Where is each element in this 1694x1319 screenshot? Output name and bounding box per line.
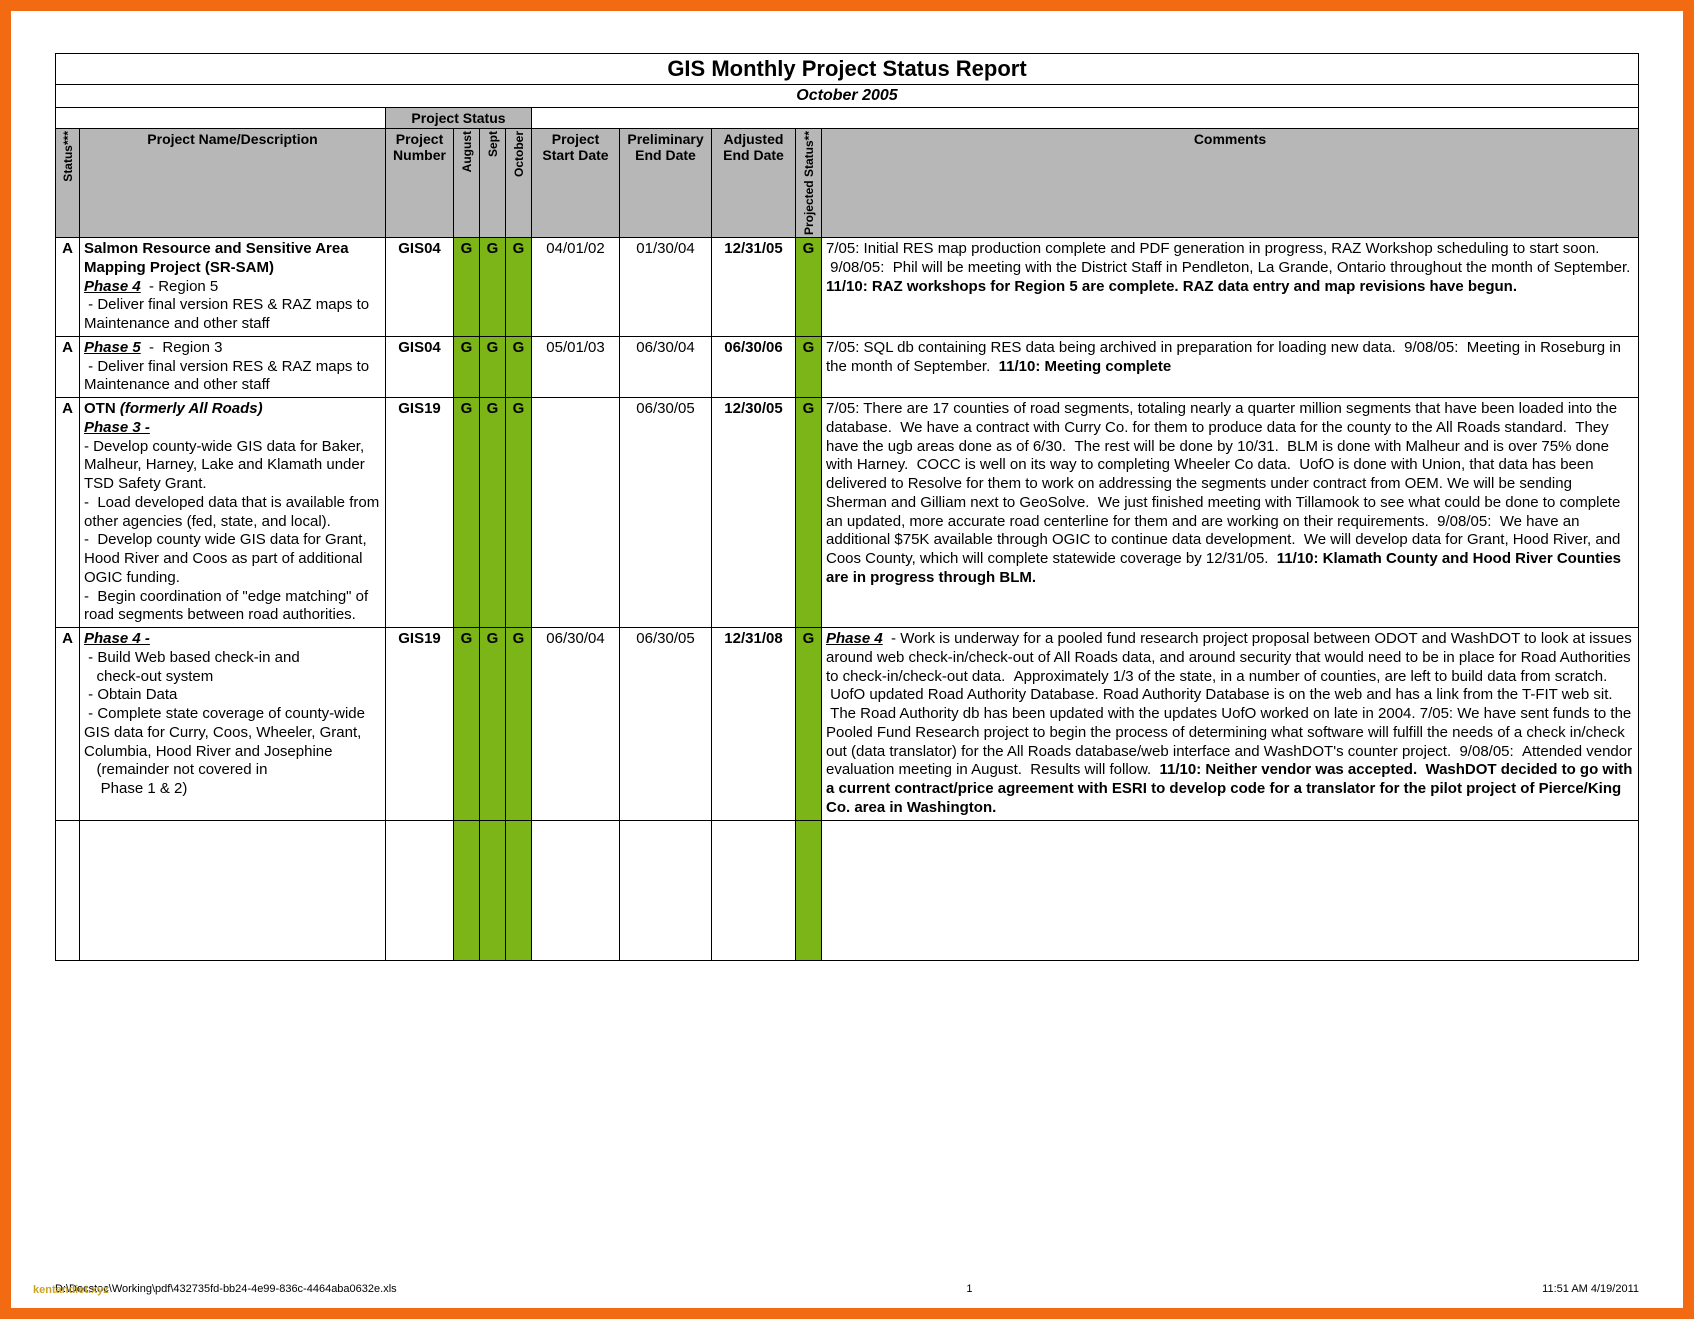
cell-month-status: G xyxy=(506,238,532,337)
table-row: ASalmon Resource and Sensitive Area Mapp… xyxy=(56,238,1639,337)
cell-projected-status: G xyxy=(796,628,822,821)
col-project-number: Project Number xyxy=(386,129,454,238)
report-page: GIS Monthly Project Status Report Octobe… xyxy=(55,53,1639,961)
cell-month-status: G xyxy=(454,336,480,397)
cell-adjusted-end: 12/30/05 xyxy=(712,398,796,628)
page-footer: D:\Docstoc\Working\pdf\432735fd-bb24-4e9… xyxy=(55,1283,1639,1295)
col-status: Status*** xyxy=(56,129,80,238)
col-name-desc: Project Name/Description xyxy=(80,129,386,238)
footer-timestamp: 11:51 AM 4/19/2011 xyxy=(1542,1283,1639,1295)
cell-start-date: 04/01/02 xyxy=(532,238,620,337)
title-row: GIS Monthly Project Status Report xyxy=(56,54,1639,85)
cell-start-date: 06/30/04 xyxy=(532,628,620,821)
table-row: APhase 5 - Region 3 - Deliver final vers… xyxy=(56,336,1639,397)
cell-status: A xyxy=(56,238,80,337)
group-header-row: Project Status xyxy=(56,108,1639,129)
col-projected-status: Projected Status** xyxy=(796,129,822,238)
footer-page: 1 xyxy=(397,1283,1543,1295)
cell-project-number: GIS19 xyxy=(386,398,454,628)
cell-status: A xyxy=(56,398,80,628)
spacer-g xyxy=(796,820,822,960)
cell-month-status: G xyxy=(454,628,480,821)
page-frame: GIS Monthly Project Status Report Octobe… xyxy=(0,0,1694,1319)
spacer-row xyxy=(56,820,1639,960)
cell-month-status: G xyxy=(454,238,480,337)
cell-comments: 7/05: There are 17 counties of road segm… xyxy=(822,398,1639,628)
cell-comments: Phase 4 - Work is underway for a pooled … xyxy=(822,628,1639,821)
table-row: AOTN (formerly All Roads)Phase 3 -- Deve… xyxy=(56,398,1639,628)
period-row: October 2005 xyxy=(56,85,1639,108)
cell-prelim-end: 06/30/05 xyxy=(620,398,712,628)
blank-cell xyxy=(532,108,1639,129)
cell-adjusted-end: 12/31/08 xyxy=(712,628,796,821)
cell-month-status: G xyxy=(480,238,506,337)
col-month-aug: August xyxy=(454,129,480,238)
cell-comments: 7/05: Initial RES map production complet… xyxy=(822,238,1639,337)
cell-adjusted-end: 12/31/05 xyxy=(712,238,796,337)
cell-description: Phase 4 - - Build Web based check-in and… xyxy=(80,628,386,821)
cell-project-number: GIS04 xyxy=(386,238,454,337)
spacer-g xyxy=(480,820,506,960)
cell-prelim-end: 06/30/04 xyxy=(620,336,712,397)
column-header-row: Status*** Project Name/Description Proje… xyxy=(56,129,1639,238)
cell-month-status: G xyxy=(506,336,532,397)
report-period: October 2005 xyxy=(56,85,1639,108)
cell-description: Salmon Resource and Sensitive Area Mappi… xyxy=(80,238,386,337)
col-month-sept: Sept xyxy=(480,129,506,238)
cell-month-status: G xyxy=(506,628,532,821)
spacer-g xyxy=(454,820,480,960)
cell-adjusted-end: 06/30/06 xyxy=(712,336,796,397)
cell-month-status: G xyxy=(480,336,506,397)
cell-description: OTN (formerly All Roads)Phase 3 -- Devel… xyxy=(80,398,386,628)
col-adjusted-end: Adjusted End Date xyxy=(712,129,796,238)
project-status-group: Project Status xyxy=(386,108,532,129)
col-comments: Comments xyxy=(822,129,1639,238)
cell-status: A xyxy=(56,628,80,821)
cell-project-number: GIS04 xyxy=(386,336,454,397)
cell-prelim-end: 01/30/04 xyxy=(620,238,712,337)
cell-prelim-end: 06/30/05 xyxy=(620,628,712,821)
cell-month-status: G xyxy=(454,398,480,628)
status-report-table: GIS Monthly Project Status Report Octobe… xyxy=(55,53,1639,961)
cell-start-date xyxy=(532,398,620,628)
col-prelim-end: Preliminary End Date xyxy=(620,129,712,238)
cell-project-number: GIS19 xyxy=(386,628,454,821)
cell-projected-status: G xyxy=(796,238,822,337)
report-title: GIS Monthly Project Status Report xyxy=(56,54,1639,85)
table-row: APhase 4 - - Build Web based check-in an… xyxy=(56,628,1639,821)
spacer-g xyxy=(506,820,532,960)
cell-start-date: 05/01/03 xyxy=(532,336,620,397)
col-month-oct: October xyxy=(506,129,532,238)
blank-cell xyxy=(56,108,386,129)
watermark: kentandiet.xyz xyxy=(33,1284,109,1296)
cell-month-status: G xyxy=(480,628,506,821)
cell-projected-status: G xyxy=(796,398,822,628)
cell-comments: 7/05: SQL db containing RES data being a… xyxy=(822,336,1639,397)
cell-status: A xyxy=(56,336,80,397)
cell-projected-status: G xyxy=(796,336,822,397)
cell-month-status: G xyxy=(506,398,532,628)
cell-description: Phase 5 - Region 3 - Deliver final versi… xyxy=(80,336,386,397)
col-start-date: Project Start Date xyxy=(532,129,620,238)
cell-month-status: G xyxy=(480,398,506,628)
